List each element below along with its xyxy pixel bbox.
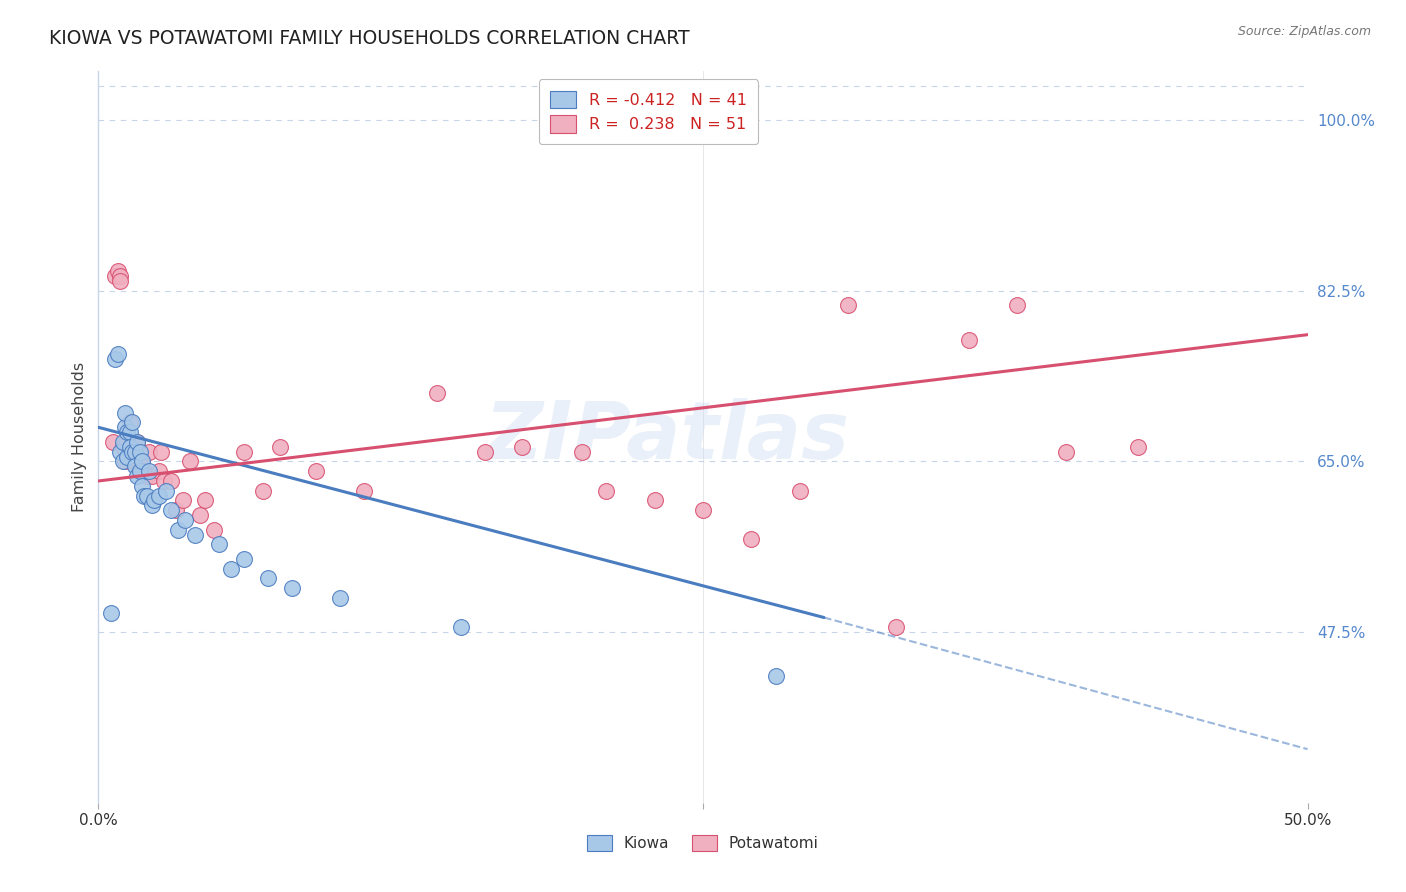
Point: [118, 444, 141, 458]
Point: [148, 464, 170, 478]
Text: KIOWA VS POTAWATOMI FAMILY HOUSEHOLDS CORRELATION CHART: KIOWA VS POTAWATOMI FAMILY HOUSEHOLDS CO…: [49, 29, 690, 47]
Point: [269, 440, 291, 454]
Point: [121, 454, 143, 468]
Point: [957, 333, 980, 347]
Point: [305, 464, 328, 478]
Point: [167, 523, 190, 537]
Point: [571, 444, 593, 458]
Point: [134, 489, 156, 503]
Point: [111, 440, 134, 454]
Point: [1007, 298, 1029, 312]
Point: [426, 386, 449, 401]
Point: [118, 425, 141, 440]
Point: [118, 416, 141, 430]
Text: Source: ZipAtlas.com: Source: ZipAtlas.com: [1237, 25, 1371, 38]
Point: [1054, 444, 1077, 458]
Point: [450, 620, 472, 634]
Point: [135, 469, 157, 483]
Point: [252, 483, 274, 498]
Point: [1128, 440, 1150, 454]
Point: [281, 581, 304, 595]
Point: [474, 444, 496, 458]
Point: [188, 508, 211, 522]
Point: [138, 464, 160, 478]
Point: [127, 434, 149, 449]
Point: [221, 562, 243, 576]
Point: [111, 434, 134, 449]
Point: [131, 479, 153, 493]
Point: [179, 454, 201, 468]
Point: [128, 464, 150, 478]
Point: [765, 669, 787, 683]
Point: [124, 459, 146, 474]
Point: [148, 489, 170, 503]
Point: [121, 444, 143, 458]
Point: [837, 298, 859, 312]
Point: [114, 434, 136, 449]
Point: [127, 444, 149, 458]
Point: [174, 513, 197, 527]
Point: [104, 269, 127, 284]
Text: ZIPatlas: ZIPatlas: [484, 398, 849, 476]
Point: [789, 483, 811, 498]
Point: [114, 454, 136, 468]
Point: [256, 572, 278, 586]
Point: [886, 620, 908, 634]
Point: [128, 459, 150, 474]
Point: [134, 464, 156, 478]
Legend: Kiowa, Potawatomi: Kiowa, Potawatomi: [581, 829, 825, 857]
Point: [353, 483, 375, 498]
Point: [152, 474, 174, 488]
Point: [595, 483, 617, 498]
Point: [208, 537, 231, 551]
Point: [131, 454, 153, 468]
Point: [160, 503, 183, 517]
Point: [141, 469, 163, 483]
Point: [108, 444, 131, 458]
Point: [644, 493, 666, 508]
Point: [740, 533, 762, 547]
Point: [124, 454, 146, 468]
Point: [232, 552, 254, 566]
Point: [107, 347, 129, 361]
Point: [114, 420, 136, 434]
Point: [155, 483, 177, 498]
Point: [127, 434, 149, 449]
Point: [114, 406, 136, 420]
Point: [329, 591, 352, 605]
Point: [172, 493, 194, 508]
Point: [160, 474, 183, 488]
Point: [107, 264, 129, 278]
Point: [150, 444, 173, 458]
Point: [108, 274, 131, 288]
Point: [165, 503, 187, 517]
Point: [135, 489, 157, 503]
Point: [138, 444, 160, 458]
Point: [692, 503, 714, 517]
Point: [131, 454, 153, 468]
Point: [141, 499, 163, 513]
Point: [104, 352, 127, 367]
Y-axis label: Family Households: Family Households: [72, 362, 87, 512]
Point: [101, 434, 124, 449]
Point: [108, 269, 131, 284]
Point: [204, 523, 226, 537]
Point: [117, 425, 139, 440]
Point: [100, 606, 122, 620]
Point: [127, 469, 149, 483]
Point: [118, 440, 141, 454]
Point: [121, 416, 143, 430]
Point: [194, 493, 217, 508]
Point: [117, 450, 139, 464]
Point: [232, 444, 254, 458]
Point: [510, 440, 533, 454]
Point: [143, 493, 166, 508]
Point: [128, 444, 150, 458]
Point: [184, 527, 207, 541]
Point: [117, 434, 139, 449]
Point: [124, 444, 146, 458]
Point: [111, 454, 134, 468]
